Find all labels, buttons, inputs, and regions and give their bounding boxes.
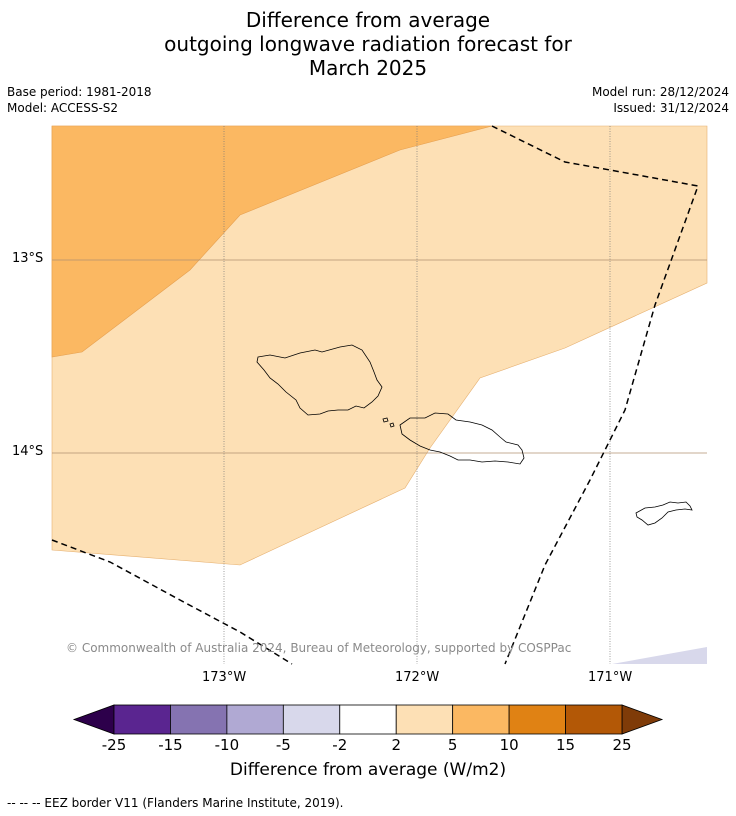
title-line-3: March 2025 (308, 56, 428, 80)
colorbar-segment (226, 704, 284, 735)
colorbar-tick-label: 2 (391, 736, 401, 754)
island-tutuila (635, 501, 693, 526)
island-savaii (256, 344, 383, 416)
copyright-notice: © Commonwealth of Australia 2024, Bureau… (66, 641, 572, 655)
colorbar-tick-label: 5 (447, 736, 458, 754)
region-lavender (612, 647, 707, 664)
lon-label-171w: 171°W (588, 670, 633, 685)
meta-left: Base period: 1981-2018 Model: ACCESS-S2 (7, 84, 152, 116)
colorbar-tick-label: -5 (275, 736, 291, 754)
colorbar-segment (452, 704, 510, 735)
colorbar-tick-label: 25 (612, 736, 632, 754)
colorbar-tick-label: -15 (158, 736, 183, 754)
lon-label-172w: 172°W (395, 670, 440, 685)
colorbar-segment (395, 704, 454, 735)
lat-label-13s: 13°S (12, 251, 44, 266)
colorbar-extend-high (621, 704, 664, 735)
island-upolu (399, 412, 525, 465)
map-panel (51, 125, 708, 665)
colorbar-extend-low (72, 704, 115, 735)
colorbar-segment (170, 704, 228, 735)
eez-border-north (491, 125, 700, 665)
meta-right: Model run: 28/12/2024 Issued: 31/12/2024 (592, 84, 729, 116)
lon-label-173w: 173°W (202, 670, 247, 685)
colorbar-tick-label: -2 (332, 736, 348, 754)
colorbar-segment (339, 704, 397, 735)
colorbar-tick-label: -10 (214, 736, 240, 754)
lat-label-14s: 14°S (12, 444, 44, 459)
island-manono (382, 417, 395, 428)
colorbar-segment (282, 704, 341, 735)
colorbar-tick-label: -25 (101, 736, 127, 754)
chart-title: Difference from average outgoing longwav… (0, 8, 736, 80)
model-name: Model: ACCESS-S2 (7, 101, 119, 115)
colorbar-tick-label: 10 (499, 736, 519, 754)
eez-border-south (51, 539, 293, 665)
model-run: Model run: 28/12/2024 (591, 85, 729, 99)
issued-date: Issued: 31/12/2024 (613, 101, 729, 115)
title-line-2: outgoing longwave radiation forecast for (164, 32, 572, 56)
colorbar (72, 704, 664, 735)
colorbar-tick-label: 15 (556, 736, 576, 754)
base-period: Base period: 1981-2018 (7, 85, 152, 99)
colorbar-segment (508, 704, 566, 735)
region-mid-orange (51, 125, 493, 358)
colorbar-segment (565, 704, 623, 735)
eez-footnote: -- -- -- EEZ border V11 (Flanders Marine… (7, 796, 344, 810)
colorbar-segment (113, 704, 171, 735)
title-line-1: Difference from average (245, 8, 491, 32)
colorbar-label: Difference from average (W/m2) (229, 760, 507, 780)
